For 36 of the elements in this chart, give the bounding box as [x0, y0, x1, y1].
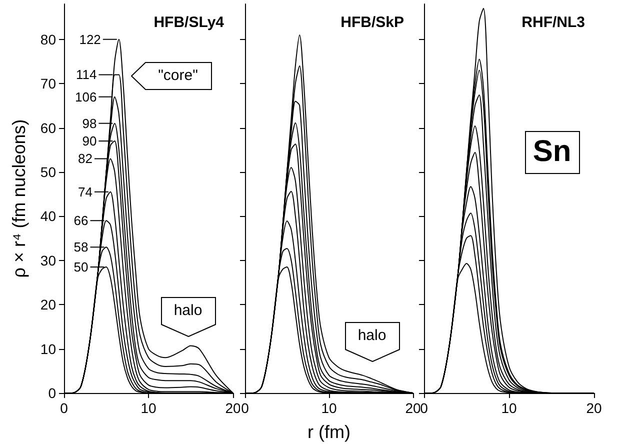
y-tick-label: 10 — [40, 340, 56, 357]
y-tick-label: 30 — [40, 252, 56, 268]
x-tick-label: 0 — [420, 400, 428, 416]
text: HFB/SkP — [340, 14, 404, 31]
y-tick-label: 40 — [40, 208, 56, 224]
legend-label: 50 — [74, 260, 88, 275]
legend-label: 74 — [78, 184, 92, 200]
x-axis-title: r (fm) — [308, 422, 350, 442]
x-tick-label: 0 — [60, 400, 68, 416]
legend-label: 114 — [76, 67, 97, 82]
x-tick-label: 20 — [405, 400, 421, 416]
legend-label: 58 — [74, 240, 88, 255]
y-tick-label: 80 — [40, 31, 56, 48]
x-tick-label: 0 — [241, 400, 250, 416]
legend-label: 82 — [78, 151, 92, 166]
y-tick-label: 50 — [40, 164, 56, 180]
y-tick-label: 20 — [40, 296, 56, 313]
legend-label: 122 — [79, 32, 101, 47]
legend-label: 98 — [82, 116, 97, 131]
legend-label: 90 — [82, 134, 97, 149]
y-tick-label: 60 — [40, 120, 56, 136]
annotation: halo — [356, 326, 388, 346]
y-axis-title: ρ × r⁴ (fm nucleons) — [9, 119, 29, 278]
y-tick-label: 70 — [40, 76, 56, 92]
y-tick-label: 0 — [48, 385, 56, 401]
legend-label: 106 — [74, 89, 97, 104]
text: RHF/NL3 — [522, 14, 586, 31]
x-tick-label: 10 — [321, 400, 337, 416]
x-tick-label: 20 — [586, 400, 602, 416]
x-tick-label: 10 — [501, 400, 517, 416]
annotation: halo — [172, 301, 204, 321]
text: HFB/SLy4 — [154, 14, 225, 31]
annotation: "core" — [157, 66, 199, 86]
legend-label: 66 — [74, 213, 88, 228]
x-tick-label: 10 — [140, 400, 156, 416]
x-tick-label: 20 — [225, 400, 241, 416]
